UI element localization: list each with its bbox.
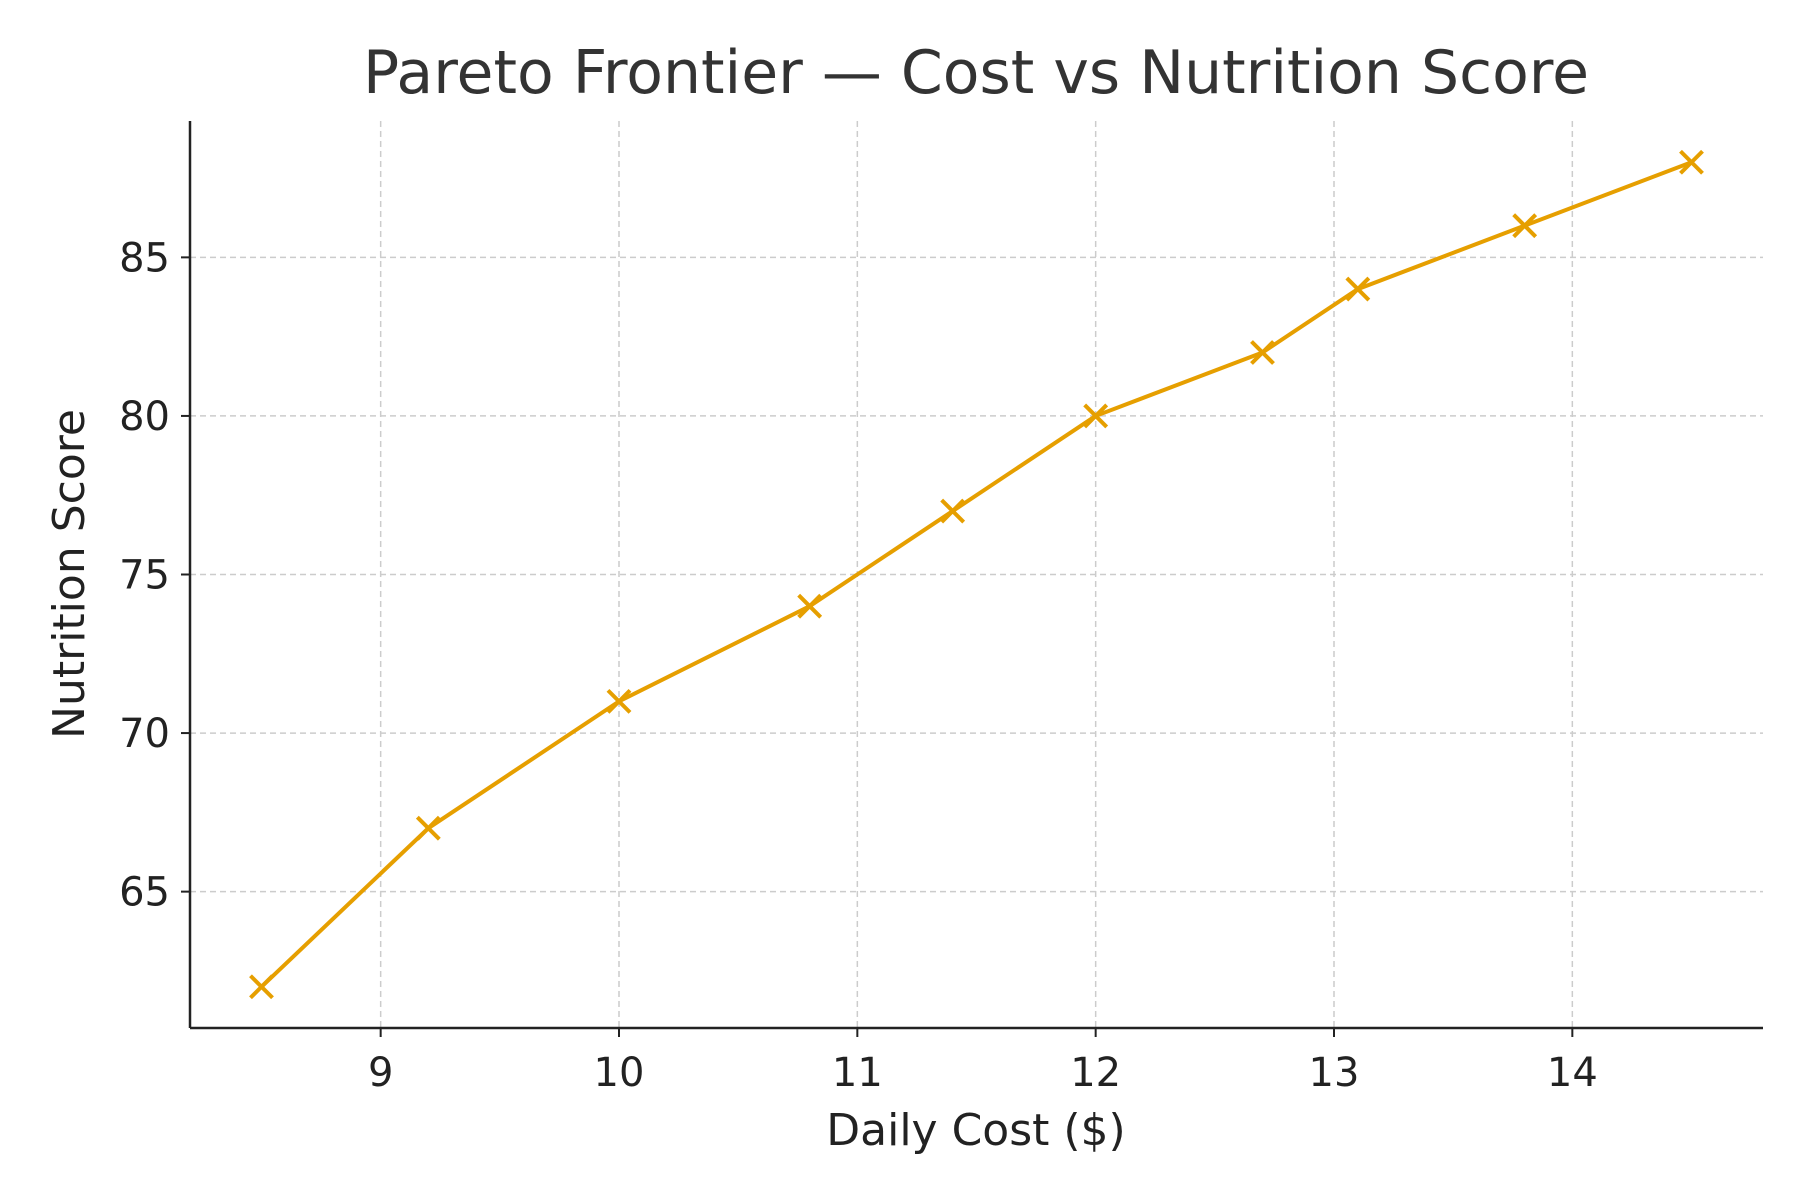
y-axis-label: Nutrition Score [44,409,95,739]
data-point-marker [415,815,441,841]
x-tick-label: 10 [594,1050,645,1096]
series-line [260,160,1693,989]
data-point-marker [797,593,823,619]
x-tick-label: 9 [368,1050,393,1096]
ticks: 9 10 11 12 13 14 65 70 75 80 85 [119,235,1598,1096]
y-tick-label: 85 [119,235,170,281]
y-tick-label: 65 [119,870,170,916]
x-tick-label: 13 [1309,1050,1360,1096]
x-tick-label: 11 [832,1050,883,1096]
grid [190,121,1763,1028]
data-point-marker [940,498,966,524]
data-point-marker [1250,340,1275,365]
x-tick-label: 14 [1547,1050,1598,1096]
data-point-marker [1083,403,1109,429]
data-point-marker [1512,213,1538,239]
series [249,149,1704,1000]
data-point-marker [1345,276,1371,302]
chart-title: Pareto Frontier — Cost vs Nutrition Scor… [363,38,1589,108]
data-point-marker [249,974,274,1000]
x-axis-label: Daily Cost ($) [826,1105,1125,1156]
x-tick-label: 12 [1070,1050,1121,1096]
data-point-marker [606,688,632,714]
y-tick-label: 75 [119,553,170,599]
y-tick-label: 70 [119,711,170,757]
y-tick-label: 80 [119,394,170,440]
data-point-marker [1679,149,1704,175]
